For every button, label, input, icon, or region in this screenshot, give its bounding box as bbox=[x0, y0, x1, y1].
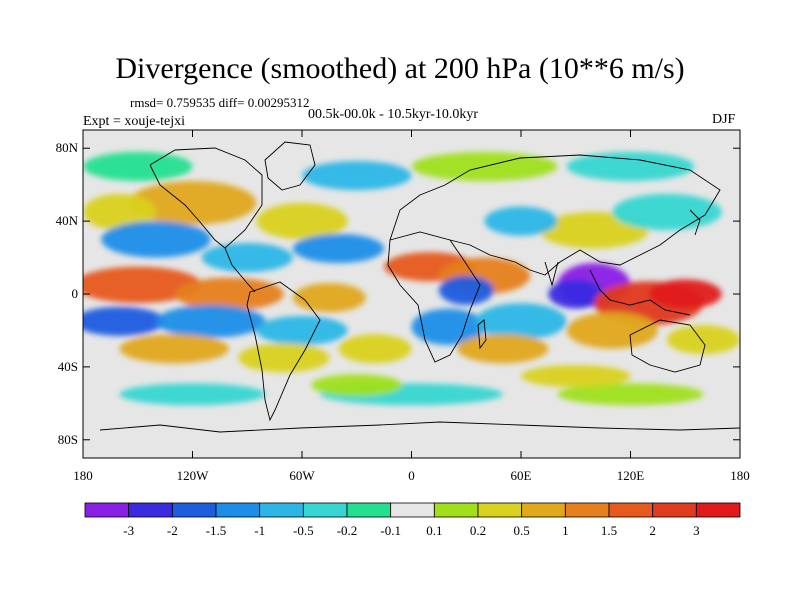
lon-tick-label: 60E bbox=[511, 468, 532, 483]
lon-tick-label: 180 bbox=[730, 468, 750, 483]
colorbar-label: -2 bbox=[167, 523, 178, 538]
colorbar-label: 1.5 bbox=[601, 523, 617, 538]
colorbar-swatch bbox=[433, 502, 479, 518]
field-region bbox=[201, 242, 293, 273]
field-region bbox=[457, 334, 549, 364]
field-region bbox=[119, 383, 266, 406]
divergence-field bbox=[83, 130, 740, 458]
field-region bbox=[83, 266, 202, 304]
colorbar-swatch bbox=[390, 502, 435, 518]
colorbar-label: 0.5 bbox=[514, 523, 530, 538]
field-region bbox=[83, 193, 156, 231]
longitude-axis: 180 120W 60W 0 60E 120E 180 bbox=[73, 130, 750, 483]
colorbar-swatch bbox=[521, 502, 566, 518]
field-region bbox=[612, 193, 722, 231]
colorbar-label: 2 bbox=[649, 523, 656, 538]
field-region bbox=[101, 221, 211, 258]
colorbar-swatch bbox=[259, 502, 304, 518]
lat-tick-label: 80N bbox=[56, 140, 79, 155]
colorbar-label: 0.2 bbox=[470, 523, 486, 538]
field-region bbox=[648, 279, 722, 309]
colorbar-swatch bbox=[564, 502, 610, 518]
plot-title: Divergence (smoothed) at 200 hPa (10**6 … bbox=[115, 52, 685, 85]
colorbar-swatch bbox=[695, 502, 741, 518]
lon-tick-label: 60W bbox=[289, 468, 315, 483]
field-region bbox=[156, 304, 266, 338]
field-region bbox=[256, 202, 348, 240]
lat-tick-label: 40S bbox=[58, 359, 78, 374]
field-region bbox=[256, 315, 348, 346]
field-region bbox=[83, 151, 193, 182]
colorbar-label: -3 bbox=[123, 523, 134, 538]
colorbar-label: -0.1 bbox=[380, 523, 401, 538]
field-region bbox=[174, 277, 284, 311]
colorbar-swatch bbox=[215, 502, 261, 518]
colorbar-label: 3 bbox=[693, 523, 700, 538]
period-label: 00.5k-00.0k - 10.5kyr-10.0kyr bbox=[308, 107, 479, 122]
field-region bbox=[83, 306, 166, 336]
field-region bbox=[302, 160, 412, 191]
stats-label: rmsd= 0.759535 diff= 0.00295312 bbox=[130, 95, 310, 110]
lon-tick-label: 0 bbox=[408, 468, 415, 483]
field-region bbox=[119, 334, 229, 364]
field-region bbox=[128, 181, 257, 225]
colorbar-label: -0.2 bbox=[337, 523, 358, 538]
coastlines bbox=[99, 141, 740, 433]
field-region bbox=[566, 312, 658, 349]
colorbar-label: 1 bbox=[562, 523, 569, 538]
season-label: DJF bbox=[712, 112, 736, 127]
field-region bbox=[566, 151, 695, 182]
colorbar-label: -1 bbox=[254, 523, 265, 538]
lat-tick-label: 40N bbox=[56, 213, 79, 228]
colorbar-swatch bbox=[84, 502, 130, 518]
field-region bbox=[238, 343, 330, 373]
field-region bbox=[411, 308, 485, 346]
colorbar-swatch bbox=[346, 502, 392, 518]
colorbar-swatch bbox=[171, 502, 217, 518]
colorbar-label: 0.1 bbox=[426, 523, 442, 538]
colorbar: -3 -2 -1.5 -1 -0.5 -0.2 -0.1 0.1 0.2 0.5 1 1.5 2 3 bbox=[84, 502, 741, 538]
field-region bbox=[438, 275, 494, 305]
field-region bbox=[521, 365, 631, 387]
colorbar-label: -0.5 bbox=[293, 523, 314, 538]
lon-tick-label: 180 bbox=[73, 468, 93, 483]
field-region bbox=[292, 233, 385, 264]
colorbar-swatch bbox=[652, 502, 697, 518]
colorbar-swatch bbox=[302, 502, 348, 518]
colorbar-swatch bbox=[608, 502, 654, 518]
field-region bbox=[338, 334, 412, 364]
field-region bbox=[548, 279, 604, 309]
lat-tick-label: 0 bbox=[72, 286, 79, 301]
colorbar-swatch bbox=[477, 502, 523, 518]
field-region bbox=[667, 324, 740, 355]
colorbar-swatch bbox=[128, 502, 173, 518]
lat-tick-label: 80S bbox=[58, 432, 78, 447]
lon-tick-label: 120W bbox=[177, 468, 210, 483]
latitude-axis: 80N 40N 0 40S 80S bbox=[56, 140, 740, 447]
field-region bbox=[557, 383, 704, 406]
colorbar-label: -1.5 bbox=[206, 523, 227, 538]
experiment-label: Expt = xouje-tejxi bbox=[83, 114, 185, 129]
field-region bbox=[311, 374, 403, 397]
lon-tick-label: 120E bbox=[617, 468, 645, 483]
field-region bbox=[484, 206, 558, 236]
field-region bbox=[292, 283, 366, 313]
field-region bbox=[475, 303, 567, 340]
